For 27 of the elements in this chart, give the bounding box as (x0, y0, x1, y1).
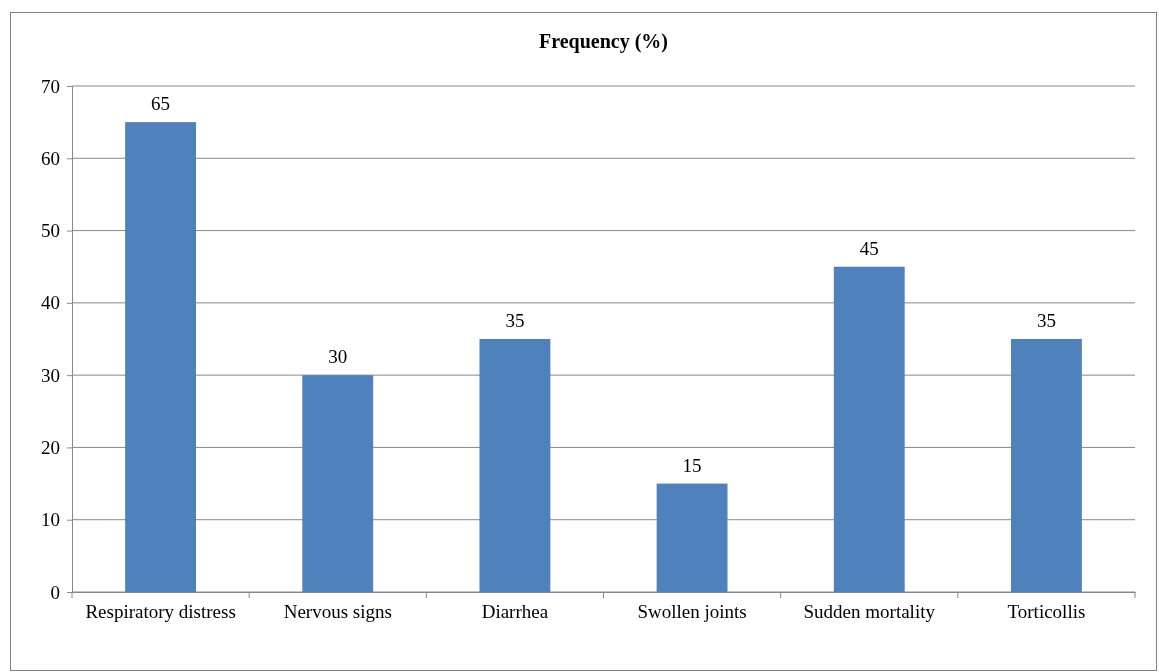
x-tick-label: Diarrhea (481, 600, 549, 622)
y-tick-label: 10 (41, 509, 60, 531)
bar (656, 483, 728, 592)
x-tick-label: Torticollis (1007, 600, 1086, 622)
data-label: 15 (682, 454, 702, 476)
y-tick-label: 0 (50, 581, 60, 603)
data-label: 65 (151, 93, 171, 115)
y-tick-label: 70 (41, 75, 60, 97)
data-label: 30 (328, 346, 348, 368)
y-tick-label: 60 (41, 147, 60, 169)
bar (302, 375, 374, 592)
data-label: 35 (505, 310, 525, 331)
x-tick-label: Nervous signs (283, 600, 392, 622)
bar (1010, 339, 1082, 592)
y-tick-label: 40 (41, 292, 60, 314)
bar (125, 122, 197, 592)
x-tick-label: Sudden mortality (803, 600, 936, 622)
y-tick-label: 50 (41, 220, 60, 242)
y-tick-label: 20 (41, 437, 60, 459)
chart-title: Frequency (%) (538, 30, 669, 53)
y-tick-label: 30 (41, 364, 60, 386)
x-tick-label: Respiratory distress (85, 600, 236, 622)
bar (833, 266, 905, 592)
data-label: 35 (1036, 310, 1056, 331)
data-label: 45 (859, 237, 879, 259)
bar (479, 339, 551, 592)
x-tick-label: Swollen joints (637, 600, 747, 622)
